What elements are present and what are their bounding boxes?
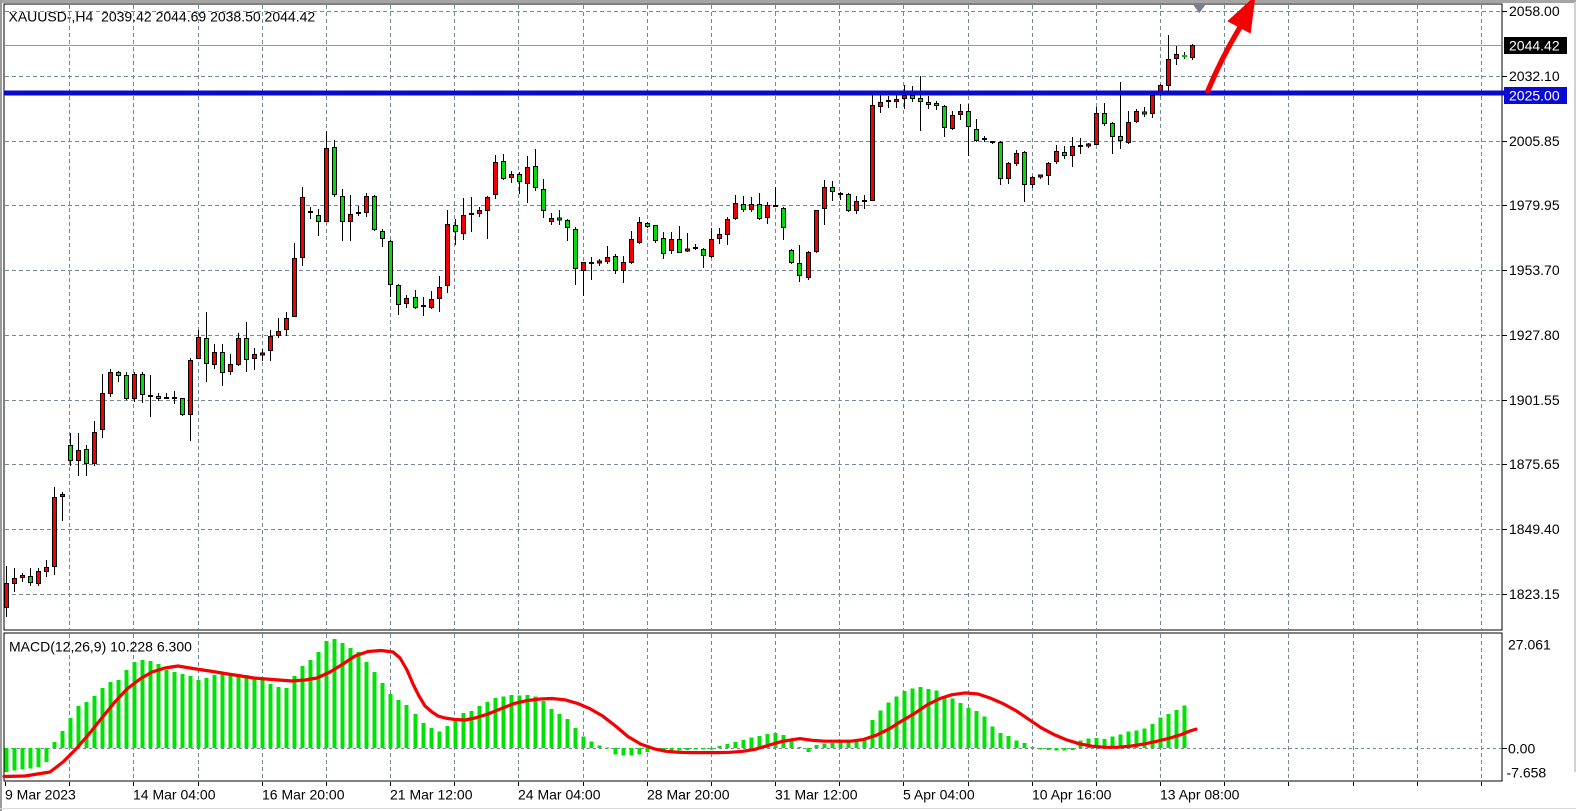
svg-text:2025.00: 2025.00 xyxy=(1509,88,1560,104)
svg-text:13 Apr 08:00: 13 Apr 08:00 xyxy=(1160,787,1240,803)
svg-text:5 Apr 04:00: 5 Apr 04:00 xyxy=(903,787,975,803)
svg-text:14 Mar 04:00: 14 Mar 04:00 xyxy=(133,787,216,803)
svg-text:1823.15: 1823.15 xyxy=(1509,586,1560,602)
svg-text:2044.42: 2044.42 xyxy=(1509,38,1560,54)
svg-text:1953.70: 1953.70 xyxy=(1509,262,1560,278)
svg-text:1901.55: 1901.55 xyxy=(1509,392,1560,408)
svg-text:2058.00: 2058.00 xyxy=(1509,3,1560,19)
svg-text:27.061: 27.061 xyxy=(1508,637,1551,653)
svg-text:0.00: 0.00 xyxy=(1508,741,1535,757)
svg-text:9 Mar 2023: 9 Mar 2023 xyxy=(5,787,76,803)
svg-text:XAUUSD-,H4 2039.42 2044.69 20: XAUUSD-,H4 2039.42 2044.69 2038.50 2044.… xyxy=(9,9,316,25)
svg-text:31 Mar 12:00: 31 Mar 12:00 xyxy=(775,787,858,803)
svg-text:1927.80: 1927.80 xyxy=(1509,327,1560,343)
svg-text:21 Mar 12:00: 21 Mar 12:00 xyxy=(390,787,473,803)
svg-text:MACD(12,26,9) 10.228 6.300: MACD(12,26,9) 10.228 6.300 xyxy=(9,639,192,655)
svg-text:28 Mar 20:00: 28 Mar 20:00 xyxy=(647,787,730,803)
svg-text:-7.658: -7.658 xyxy=(1507,765,1547,781)
svg-text:1979.95: 1979.95 xyxy=(1509,197,1560,213)
svg-text:1849.40: 1849.40 xyxy=(1509,521,1560,537)
svg-text:10 Apr 16:00: 10 Apr 16:00 xyxy=(1032,787,1112,803)
svg-text:16 Mar 20:00: 16 Mar 20:00 xyxy=(262,787,345,803)
svg-text:24 Mar 04:00: 24 Mar 04:00 xyxy=(518,787,601,803)
svg-text:2005.85: 2005.85 xyxy=(1509,133,1560,149)
svg-text:1875.65: 1875.65 xyxy=(1509,456,1560,472)
svg-text:2032.10: 2032.10 xyxy=(1509,68,1560,84)
